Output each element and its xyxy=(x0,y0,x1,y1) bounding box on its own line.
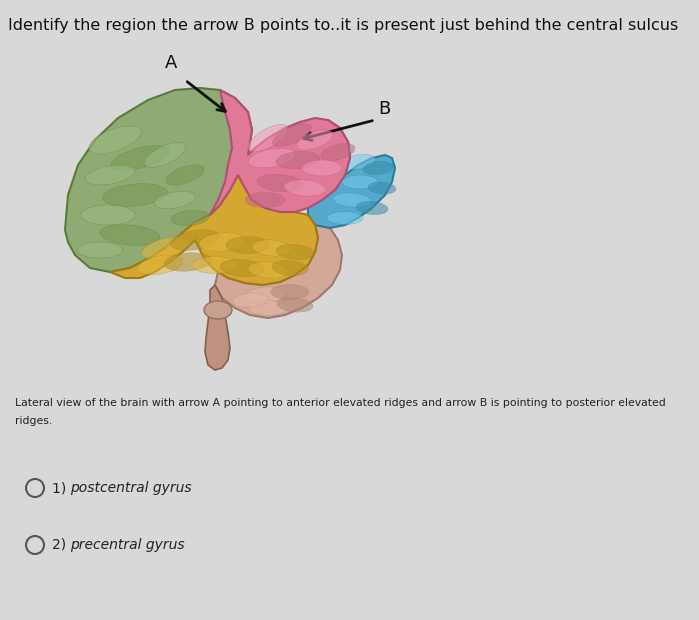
Polygon shape xyxy=(210,90,350,215)
Ellipse shape xyxy=(248,125,288,152)
Ellipse shape xyxy=(273,123,311,146)
Ellipse shape xyxy=(248,148,296,168)
Ellipse shape xyxy=(220,259,264,277)
Ellipse shape xyxy=(284,180,326,196)
Ellipse shape xyxy=(89,126,141,154)
Ellipse shape xyxy=(80,205,136,225)
Ellipse shape xyxy=(271,285,309,299)
Polygon shape xyxy=(65,88,252,272)
Ellipse shape xyxy=(302,160,342,176)
Ellipse shape xyxy=(154,192,196,209)
Ellipse shape xyxy=(363,161,393,175)
Ellipse shape xyxy=(272,260,308,276)
Ellipse shape xyxy=(356,202,388,215)
Ellipse shape xyxy=(171,229,219,250)
Text: A: A xyxy=(165,54,178,72)
Polygon shape xyxy=(215,225,342,318)
Ellipse shape xyxy=(333,193,371,207)
Ellipse shape xyxy=(252,240,292,256)
Ellipse shape xyxy=(277,298,313,312)
Ellipse shape xyxy=(78,242,122,258)
Ellipse shape xyxy=(248,262,288,278)
Polygon shape xyxy=(205,285,230,370)
Ellipse shape xyxy=(248,301,288,316)
Ellipse shape xyxy=(144,143,186,167)
Polygon shape xyxy=(308,120,395,228)
Ellipse shape xyxy=(137,255,182,275)
Text: 2): 2) xyxy=(52,538,71,552)
Ellipse shape xyxy=(192,257,238,273)
Ellipse shape xyxy=(257,174,303,192)
Text: postcentral gyrus: postcentral gyrus xyxy=(70,481,192,495)
Text: 1): 1) xyxy=(52,481,71,495)
Ellipse shape xyxy=(297,130,333,150)
Ellipse shape xyxy=(166,165,204,185)
Text: ridges.: ridges. xyxy=(15,416,52,426)
Ellipse shape xyxy=(100,224,160,246)
Ellipse shape xyxy=(103,184,167,206)
Ellipse shape xyxy=(245,192,285,208)
Text: Lateral view of the brain with arrow A pointing to anterior elevated ridges and : Lateral view of the brain with arrow A p… xyxy=(15,398,665,408)
Ellipse shape xyxy=(340,154,375,169)
Ellipse shape xyxy=(142,237,188,259)
Ellipse shape xyxy=(85,165,135,185)
Ellipse shape xyxy=(199,233,245,251)
Ellipse shape xyxy=(171,210,209,226)
Ellipse shape xyxy=(321,143,355,161)
Polygon shape xyxy=(110,175,318,285)
Text: Identify the region the arrow B points to..it is present just behind the central: Identify the region the arrow B points t… xyxy=(8,18,678,33)
Ellipse shape xyxy=(368,182,396,194)
Ellipse shape xyxy=(276,244,314,260)
Ellipse shape xyxy=(111,146,169,170)
Ellipse shape xyxy=(244,287,286,303)
Ellipse shape xyxy=(232,293,268,307)
Ellipse shape xyxy=(226,236,270,254)
Ellipse shape xyxy=(276,151,320,169)
Ellipse shape xyxy=(327,211,363,224)
Ellipse shape xyxy=(164,253,212,271)
Text: B: B xyxy=(378,100,390,118)
Ellipse shape xyxy=(342,175,378,189)
Text: precentral gyrus: precentral gyrus xyxy=(70,538,185,552)
Ellipse shape xyxy=(204,301,232,319)
